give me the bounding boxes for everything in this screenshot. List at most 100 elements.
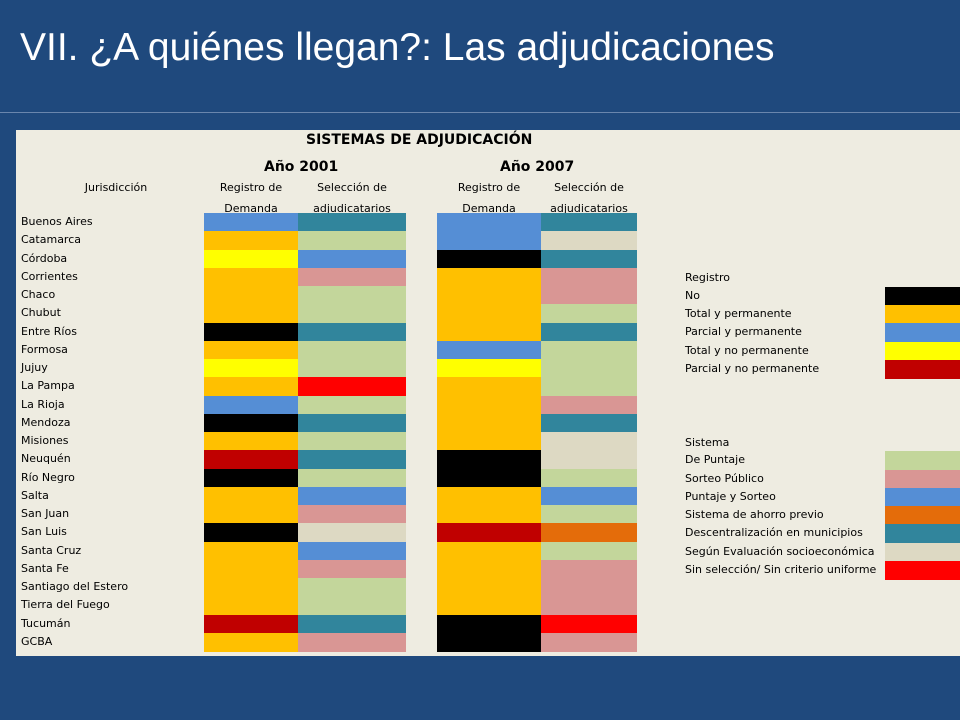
- registro-2001-cell: [204, 614, 298, 634]
- registro-2001-cell: [204, 559, 298, 579]
- legend-sistema-item-label: De Puntaje: [685, 453, 745, 467]
- registro-2007-cell: [437, 632, 541, 652]
- legend-registro-item-swatch: [885, 359, 960, 379]
- row-label: Formosa: [21, 342, 68, 356]
- registro-2001-cell: [204, 486, 298, 506]
- registro-2007-cell: [437, 304, 541, 323]
- registro-2007-cell: [437, 231, 541, 250]
- registro-2001-cell: [204, 541, 298, 561]
- seleccion-2007-cell: [541, 559, 637, 579]
- registro-2007-cell: [437, 359, 541, 378]
- registro-2007-cell: [437, 578, 541, 597]
- seleccion-2001-cell: [298, 632, 406, 652]
- registro-2007-cell: [437, 267, 541, 287]
- registro-2001-cell: [204, 413, 298, 433]
- row-label: Chaco: [21, 288, 56, 301]
- legend-sistema-item-swatch: [885, 469, 960, 489]
- row-label: Entre Ríos: [21, 324, 77, 338]
- header-seleccion-2001-line1: Selección de: [317, 181, 387, 194]
- row-label: Corrientes: [21, 269, 78, 283]
- header-registro-2001-line2: Demanda: [224, 202, 278, 215]
- header-registro-2007-line2: Demanda: [462, 202, 516, 215]
- seleccion-2001-cell: [298, 395, 406, 415]
- registro-2001-cell: [204, 213, 298, 232]
- seleccion-2007-cell: [541, 486, 637, 506]
- legend-registro-item-label: No: [685, 288, 700, 302]
- registro-2007-cell: [437, 505, 541, 524]
- registro-2007-cell: [437, 523, 541, 542]
- registro-2001-cell: [204, 249, 298, 269]
- seleccion-2001-cell: [298, 468, 406, 488]
- registro-2001-cell: [204, 322, 298, 342]
- legend-registro-title: Registro: [685, 271, 731, 284]
- seleccion-2007-cell: [541, 286, 637, 305]
- registro-2001-cell: [204, 432, 298, 451]
- seleccion-2001-cell: [298, 450, 406, 469]
- registro-2007-cell: [437, 413, 541, 433]
- seleccion-2001-cell: [298, 505, 406, 524]
- legend-sistema-item-swatch: [885, 451, 960, 470]
- seleccion-2001-cell: [298, 286, 406, 305]
- registro-2001-cell: [204, 304, 298, 323]
- legend-sistema-item-label: Descentralización en municipios: [685, 526, 863, 540]
- legend-sistema-item-label: Según Evaluación socioeconómica: [685, 544, 875, 558]
- registro-2001-cell: [204, 523, 298, 542]
- header-jurisdiccion: Jurisdicción: [84, 181, 148, 194]
- registro-2007-cell: [437, 541, 541, 561]
- year-2007-heading: Año 2007: [500, 159, 575, 175]
- seleccion-2007-cell: [541, 632, 637, 652]
- seleccion-2007-cell: [541, 322, 637, 342]
- table-heading: SISTEMAS DE ADJUDICACIÓN: [306, 132, 533, 148]
- legend-registro-item-swatch: [885, 305, 960, 324]
- seleccion-2001-cell: [298, 267, 406, 287]
- row-label: Chubut: [21, 306, 61, 320]
- registro-2001-cell: [204, 340, 298, 360]
- seleccion-2001-cell: [298, 596, 406, 615]
- registro-2007-cell: [437, 249, 541, 269]
- registro-2007-cell: [437, 486, 541, 506]
- registro-2007-cell: [437, 432, 541, 451]
- legend-sistema-item-swatch: [885, 560, 960, 580]
- seleccion-2001-cell: [298, 359, 406, 378]
- seleccion-2001-cell: [298, 304, 406, 323]
- seleccion-2001-cell: [298, 432, 406, 451]
- seleccion-2001-cell: [298, 614, 406, 634]
- seleccion-2007-cell: [541, 395, 637, 415]
- seleccion-2007-cell: [541, 231, 637, 250]
- seleccion-2001-cell: [298, 578, 406, 597]
- registro-2007-cell: [437, 322, 541, 342]
- registro-2007-cell: [437, 468, 541, 488]
- seleccion-2007-cell: [541, 413, 637, 433]
- row-label: Santa Cruz: [21, 543, 82, 557]
- seleccion-2007-cell: [541, 267, 637, 287]
- row-label: Tierra del Fuego: [21, 598, 110, 612]
- seleccion-2007-cell: [541, 359, 637, 378]
- seleccion-2001-cell: [298, 322, 406, 342]
- seleccion-2007-cell: [541, 596, 637, 615]
- legend-registro-item-swatch: [885, 323, 960, 342]
- legend-registro-item-label: Total y no permanente: [685, 343, 809, 357]
- row-label: Salta: [21, 488, 49, 502]
- legend-sistema-item-label: Sistema de ahorro previo: [685, 508, 824, 521]
- row-label: Jujuy: [21, 361, 48, 374]
- registro-2007-cell: [437, 286, 541, 305]
- seleccion-2007-cell: [541, 450, 637, 469]
- registro-2001-cell: [204, 359, 298, 378]
- header-seleccion-2007-line1: Selección de: [554, 181, 624, 194]
- row-label: Santa Fe: [21, 561, 69, 575]
- legend-sistema-item-swatch: [885, 506, 960, 525]
- seleccion-2001-cell: [298, 231, 406, 250]
- registro-2001-cell: [204, 468, 298, 488]
- registro-2007-cell: [437, 596, 541, 615]
- row-label: Mendoza: [21, 415, 71, 429]
- registro-2001-cell: [204, 231, 298, 250]
- registro-2001-cell: [204, 286, 298, 305]
- row-label: Tucumán: [21, 616, 71, 630]
- registro-2007-cell: [437, 559, 541, 579]
- legend-sistema-item-swatch: [885, 487, 960, 507]
- seleccion-2001-cell: [298, 523, 406, 542]
- registro-2001-cell: [204, 578, 298, 597]
- registro-2007-cell: [437, 340, 541, 360]
- seleccion-2007-cell: [541, 432, 637, 451]
- seleccion-2001-cell: [298, 377, 406, 396]
